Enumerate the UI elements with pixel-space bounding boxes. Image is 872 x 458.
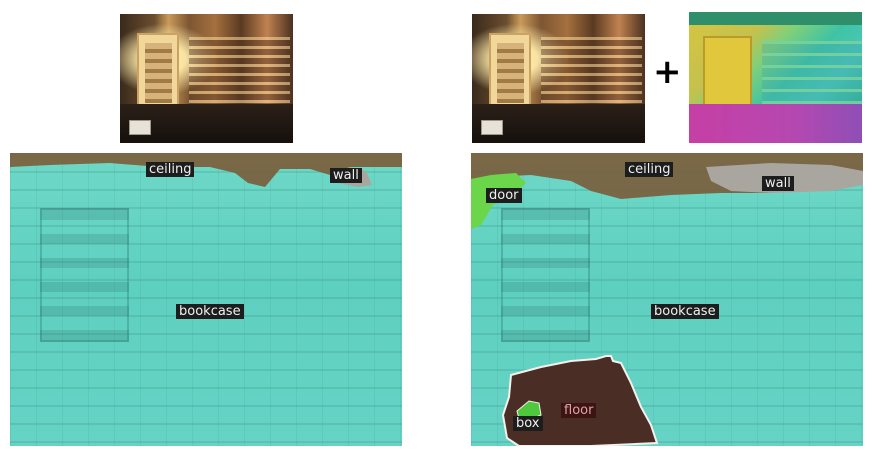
seg-right-regions xyxy=(471,153,863,446)
label-floor: floor xyxy=(561,403,597,418)
input-depth-map xyxy=(689,12,862,143)
segmentation-right: ceiling wall door bookcase floor box xyxy=(471,153,863,446)
plus-sign: + xyxy=(653,52,682,92)
photo-box xyxy=(480,120,504,136)
ghost-window xyxy=(501,208,590,342)
input-photo-right xyxy=(472,14,645,143)
label-bookcase: bookcase xyxy=(651,304,719,319)
ceiling-region xyxy=(10,153,402,187)
label-ceiling: ceiling xyxy=(625,162,674,177)
label-bookcase: bookcase xyxy=(176,304,244,319)
floor-region xyxy=(501,355,659,446)
ghost-window xyxy=(40,208,129,342)
ghost-shelves xyxy=(10,153,402,446)
segmentation-left: ceiling wall bookcase xyxy=(10,153,402,446)
label-wall: wall xyxy=(330,168,362,183)
label-ceiling: ceiling xyxy=(146,162,195,177)
input-photo-left xyxy=(120,14,293,143)
photo-window xyxy=(489,33,532,113)
photo-box xyxy=(128,120,152,136)
label-wall: wall xyxy=(762,176,794,191)
label-box: box xyxy=(513,416,543,431)
seg-left-regions xyxy=(10,153,402,187)
label-door: door xyxy=(486,188,522,203)
depth-floor xyxy=(689,103,862,143)
photo-window xyxy=(137,33,180,113)
